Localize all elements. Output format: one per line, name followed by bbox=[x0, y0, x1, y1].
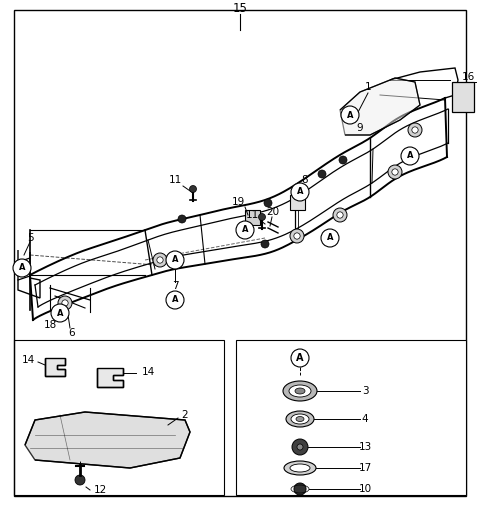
Text: A: A bbox=[297, 187, 303, 197]
Circle shape bbox=[294, 483, 306, 495]
Text: 19: 19 bbox=[231, 197, 245, 207]
Circle shape bbox=[292, 439, 308, 455]
Circle shape bbox=[236, 221, 254, 239]
Circle shape bbox=[337, 212, 343, 218]
Text: 7: 7 bbox=[172, 281, 178, 291]
Text: 14: 14 bbox=[142, 367, 155, 377]
Text: A: A bbox=[242, 226, 248, 235]
Text: 10: 10 bbox=[359, 484, 372, 494]
Circle shape bbox=[412, 127, 418, 133]
Circle shape bbox=[297, 444, 303, 450]
Text: 5: 5 bbox=[27, 233, 33, 243]
Text: 1: 1 bbox=[365, 82, 372, 92]
Ellipse shape bbox=[283, 381, 317, 401]
Polygon shape bbox=[245, 210, 260, 225]
Circle shape bbox=[75, 475, 85, 485]
Text: 15: 15 bbox=[233, 2, 247, 15]
Text: 4: 4 bbox=[362, 414, 368, 424]
Text: A: A bbox=[327, 234, 333, 242]
Polygon shape bbox=[290, 195, 305, 210]
Ellipse shape bbox=[284, 461, 316, 475]
Text: 3: 3 bbox=[362, 386, 368, 396]
Text: 6: 6 bbox=[69, 328, 75, 338]
Polygon shape bbox=[97, 368, 123, 387]
Text: A: A bbox=[296, 353, 304, 363]
Circle shape bbox=[333, 208, 347, 222]
Circle shape bbox=[62, 300, 68, 306]
Circle shape bbox=[178, 215, 186, 223]
Text: 13: 13 bbox=[359, 442, 372, 452]
Circle shape bbox=[51, 304, 69, 322]
Circle shape bbox=[290, 229, 304, 243]
Circle shape bbox=[392, 169, 398, 175]
Text: 12: 12 bbox=[94, 485, 107, 495]
Circle shape bbox=[408, 123, 422, 137]
Circle shape bbox=[401, 147, 419, 165]
Text: 8: 8 bbox=[302, 175, 308, 185]
Circle shape bbox=[388, 165, 402, 179]
Circle shape bbox=[321, 229, 339, 247]
Circle shape bbox=[294, 233, 300, 239]
Ellipse shape bbox=[291, 414, 309, 424]
Circle shape bbox=[153, 253, 167, 267]
Circle shape bbox=[291, 183, 309, 201]
Bar bbox=[236, 340, 466, 495]
Ellipse shape bbox=[295, 388, 305, 394]
Polygon shape bbox=[25, 412, 190, 468]
Circle shape bbox=[190, 185, 196, 193]
Circle shape bbox=[339, 156, 347, 164]
Circle shape bbox=[259, 213, 265, 220]
Text: A: A bbox=[19, 264, 25, 272]
Circle shape bbox=[13, 259, 31, 277]
Circle shape bbox=[261, 240, 269, 248]
Circle shape bbox=[58, 296, 72, 310]
Circle shape bbox=[291, 349, 309, 367]
Text: 17: 17 bbox=[359, 463, 372, 473]
Text: 11: 11 bbox=[168, 175, 181, 185]
Ellipse shape bbox=[286, 411, 314, 427]
Text: A: A bbox=[172, 296, 178, 304]
Text: 16: 16 bbox=[461, 72, 475, 82]
Circle shape bbox=[166, 291, 184, 309]
Polygon shape bbox=[45, 359, 65, 376]
Polygon shape bbox=[340, 78, 420, 135]
Bar bbox=[14, 340, 224, 495]
Text: 9: 9 bbox=[357, 123, 363, 133]
Text: A: A bbox=[407, 151, 413, 161]
Circle shape bbox=[166, 251, 184, 269]
Circle shape bbox=[341, 106, 359, 124]
Text: A: A bbox=[172, 256, 178, 265]
Circle shape bbox=[157, 257, 163, 263]
Text: 14: 14 bbox=[22, 355, 35, 365]
Ellipse shape bbox=[289, 385, 311, 397]
Circle shape bbox=[264, 199, 272, 207]
Text: A: A bbox=[57, 308, 63, 318]
Text: 18: 18 bbox=[43, 320, 57, 330]
Text: 20: 20 bbox=[266, 207, 279, 217]
Text: 11: 11 bbox=[245, 210, 259, 220]
Text: 2: 2 bbox=[182, 410, 188, 420]
Circle shape bbox=[318, 170, 326, 178]
Text: A: A bbox=[347, 111, 353, 119]
Bar bbox=[452, 82, 474, 112]
Ellipse shape bbox=[296, 417, 304, 422]
Ellipse shape bbox=[290, 464, 310, 472]
